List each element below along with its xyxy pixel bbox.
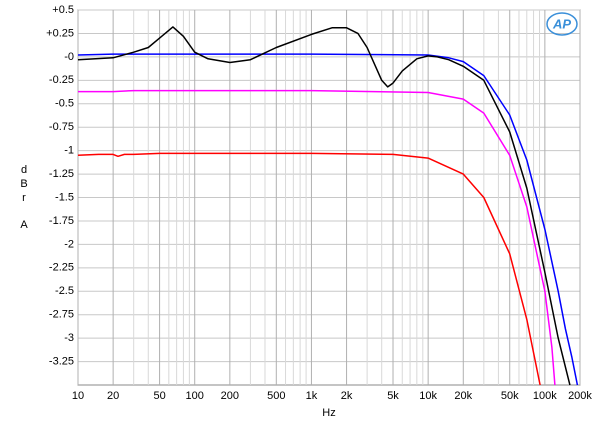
y-tick-label: -1.5 — [55, 191, 74, 203]
x-tick-label: 20k — [454, 390, 472, 402]
y-tick-label: -2.5 — [55, 285, 74, 297]
y-tick-label: -2.25 — [49, 262, 74, 274]
x-tick-label: 100k — [533, 390, 557, 402]
y-tick-label: -0.5 — [55, 98, 74, 110]
x-tick-label: 10k — [419, 390, 437, 402]
x-tick-label: 5k — [387, 390, 399, 402]
x-tick-label: 1k — [306, 390, 318, 402]
y-tick-label: -0.75 — [49, 121, 74, 133]
x-tick-label: 50k — [501, 390, 519, 402]
svg-text:AP: AP — [552, 16, 571, 31]
x-tick-label: 200 — [221, 390, 239, 402]
y-tick-label: -0 — [64, 51, 74, 63]
x-axis-label: Hz — [322, 407, 335, 419]
x-tick-label: 10 — [72, 390, 84, 402]
x-tick-label: 50 — [153, 390, 165, 402]
y-axis-label: A — [20, 219, 28, 231]
y-tick-label: -1.25 — [49, 168, 74, 180]
y-tick-label: -2.75 — [49, 309, 74, 321]
ap-logo: AP — [546, 12, 578, 36]
y-tick-label: -1 — [64, 145, 74, 157]
x-tick-label: 200k — [568, 390, 592, 402]
line-series — [78, 89, 556, 386]
x-tick-label: 2k — [341, 390, 353, 402]
y-tick-label: +0.5 — [52, 4, 74, 16]
y-tick-label: -3 — [64, 332, 74, 344]
y-tick-label: -3.25 — [49, 355, 74, 367]
line-series — [77, 152, 541, 386]
y-tick-label: -1.75 — [49, 215, 74, 227]
y-tick-label: +0.25 — [46, 27, 74, 39]
y-tick-label: -0.25 — [49, 74, 74, 86]
y-axis-label: d — [21, 164, 27, 176]
x-tick-label: 20 — [107, 390, 119, 402]
y-axis-label: B — [20, 178, 27, 190]
line-series — [77, 53, 579, 386]
x-tick-label: 100 — [186, 390, 204, 402]
y-tick-label: -2 — [64, 238, 74, 250]
y-axis-label: r — [22, 192, 26, 204]
line-series — [77, 26, 571, 386]
x-tick-label: 500 — [267, 390, 285, 402]
